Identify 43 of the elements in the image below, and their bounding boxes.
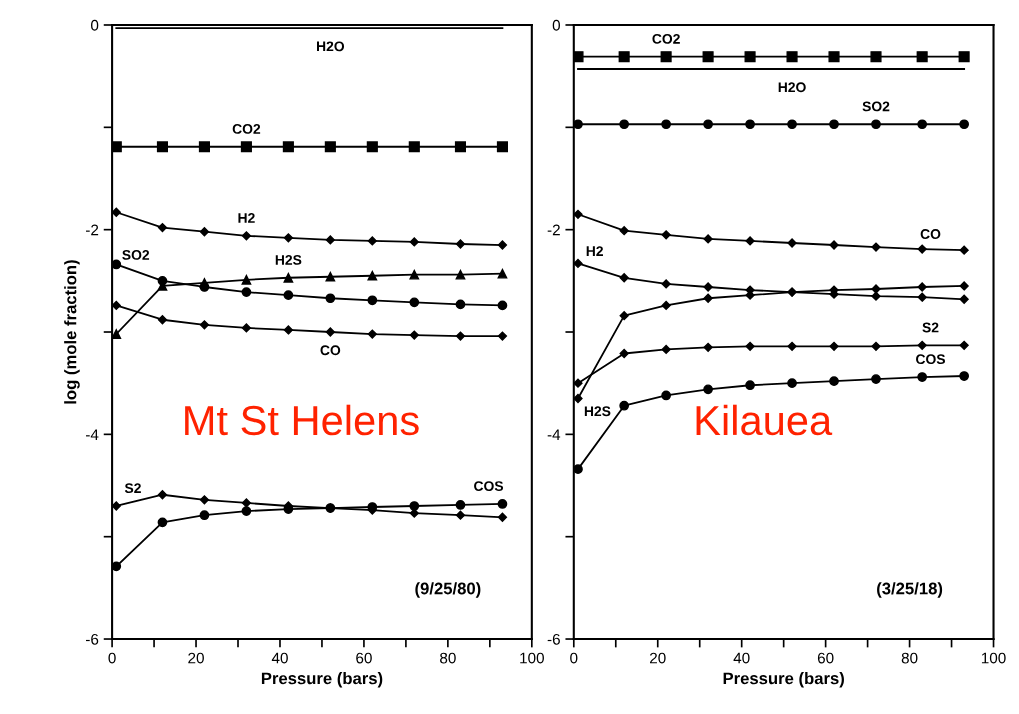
y-axis-title: log (mole fraction): [64, 260, 80, 404]
x-tick-label: 0: [570, 652, 578, 664]
series-label: H2S: [584, 406, 611, 417]
series-label: CO: [320, 345, 341, 356]
y-tick-label: -2: [547, 224, 560, 236]
annotation: Kilauea: [696, 404, 833, 436]
series-label: COS: [474, 481, 504, 491]
series-label: H2S: [275, 255, 302, 265]
series-label: COS: [916, 354, 946, 365]
annotation: Mt St Helens: [185, 404, 419, 436]
series-label: CO2: [652, 33, 680, 44]
x-tick-label: 80: [440, 652, 456, 664]
y-tick-label: 0: [91, 19, 99, 31]
y-tick-label: -2: [85, 224, 99, 236]
x-tick-label: 40: [271, 652, 288, 664]
y-tick-label: -4: [85, 429, 99, 440]
series-label: SO2: [122, 250, 150, 260]
x-tick-label: 0: [108, 652, 116, 664]
x-tick-label: 60: [356, 652, 372, 664]
series-label: H2: [586, 246, 603, 256]
x-tick-label: 80: [901, 652, 918, 664]
series-label: S2: [922, 322, 939, 333]
series-label: H2: [238, 213, 255, 223]
x-tick-label: 60: [817, 652, 834, 664]
y-tick-label: -6: [85, 633, 99, 645]
x-tick-label: 100: [520, 652, 544, 664]
y-tick-label: -6: [547, 633, 560, 645]
series-label: H2O: [778, 82, 806, 93]
x-tick-label: 40: [733, 652, 750, 664]
series-label: H2O: [317, 41, 345, 52]
series-label: CO: [920, 229, 941, 239]
series-label: SO2: [862, 101, 890, 112]
x-tick-label: 20: [188, 652, 204, 664]
x-tick-label: 100: [981, 652, 1006, 664]
annotation: (9/25/80): [415, 582, 481, 598]
y-tick-label: -4: [547, 429, 561, 440]
annotation: (3/25/18): [877, 582, 943, 598]
x-axis-title: Pressure (bars): [261, 672, 383, 688]
x-tick-label: 20: [650, 652, 666, 664]
series-label: CO2: [232, 124, 261, 134]
series-label: S2: [124, 483, 141, 494]
x-axis-title: Pressure (bars): [723, 672, 844, 688]
y-tick-label: 0: [552, 19, 560, 31]
